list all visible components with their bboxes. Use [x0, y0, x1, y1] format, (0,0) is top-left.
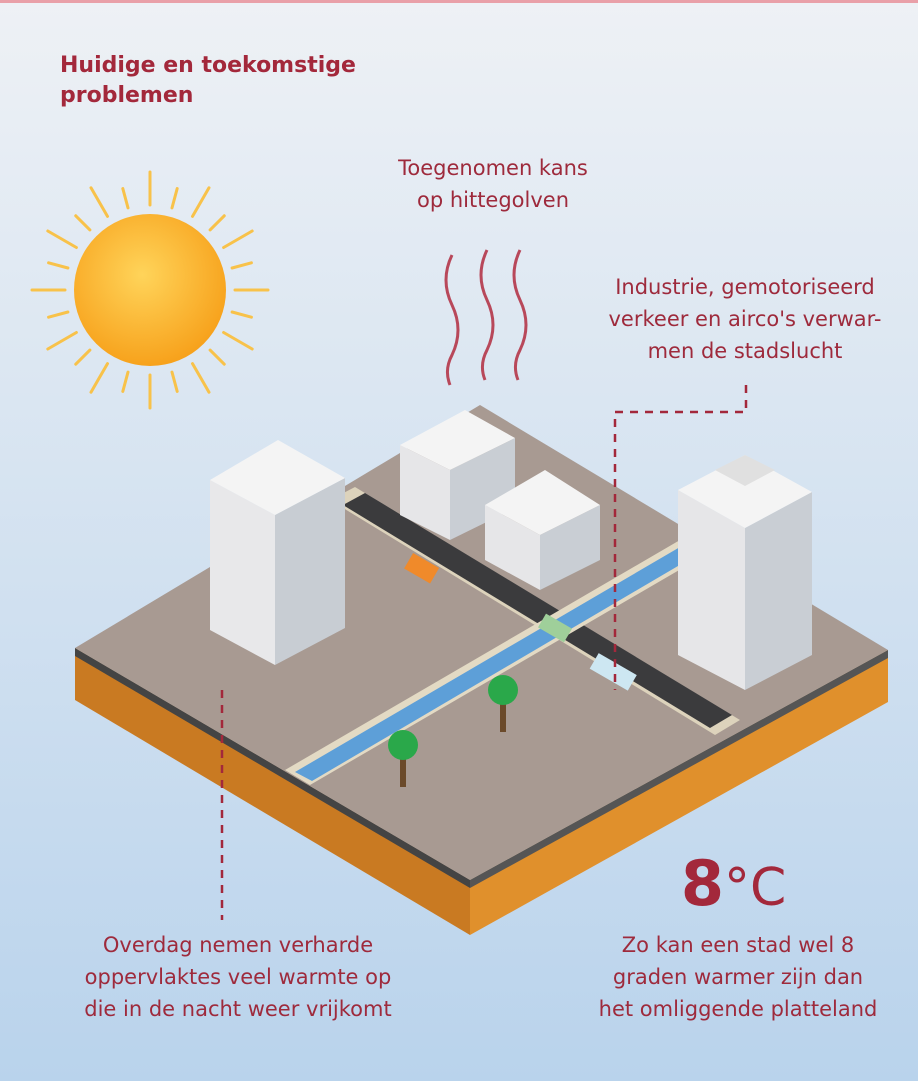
figure-number: 8 [681, 847, 724, 920]
top-rule [0, 0, 918, 3]
sun-ray [208, 348, 226, 366]
sun-ray [74, 214, 92, 232]
sun-ray [191, 362, 211, 394]
sun-ray [230, 261, 253, 270]
sun-ray [222, 331, 254, 351]
sun [30, 170, 270, 410]
sun-ray [208, 214, 226, 232]
sun-ray [47, 310, 70, 319]
sun-ray [89, 362, 109, 394]
annotation: het omliggende platteland [599, 997, 878, 1021]
sun-ray [47, 261, 70, 270]
annotation: Zo kan een stad wel 8 [622, 933, 854, 957]
annotation: graden warmer zijn dan [613, 965, 863, 989]
sun-ray [46, 229, 78, 249]
annotation: verkeer en airco's verwar- [609, 307, 882, 331]
title: Huidige en toekomstige [60, 53, 356, 78]
annotation: Overdag nemen verharde [103, 933, 373, 957]
annotation: Industrie, gemotoriseerd [615, 275, 875, 299]
sun-ray [170, 370, 179, 393]
sun-ray [74, 348, 92, 366]
title: problemen [60, 83, 193, 108]
annotation: men de stadslucht [648, 339, 843, 363]
sun-ray [222, 229, 254, 249]
annotation: oppervlaktes veel warmte op [85, 965, 392, 989]
sun-ray [121, 187, 130, 210]
annotation: op hittegolven [417, 188, 569, 212]
figure-unit: °C [724, 858, 786, 918]
sun-ray [170, 187, 179, 210]
sun-ray [89, 186, 109, 218]
annotation: Toegenomen kans [397, 156, 588, 180]
heat-waves [444, 249, 528, 386]
buildings [210, 410, 812, 690]
sun-ray [230, 310, 253, 319]
vehicles-trees [388, 552, 637, 787]
city-slab [75, 405, 888, 935]
annotation: die in de nacht weer vrijkomt [84, 997, 391, 1021]
sun-ray [121, 370, 130, 393]
leader-lines [220, 385, 748, 920]
sun-ray [46, 331, 78, 351]
sun-ray [191, 186, 211, 218]
